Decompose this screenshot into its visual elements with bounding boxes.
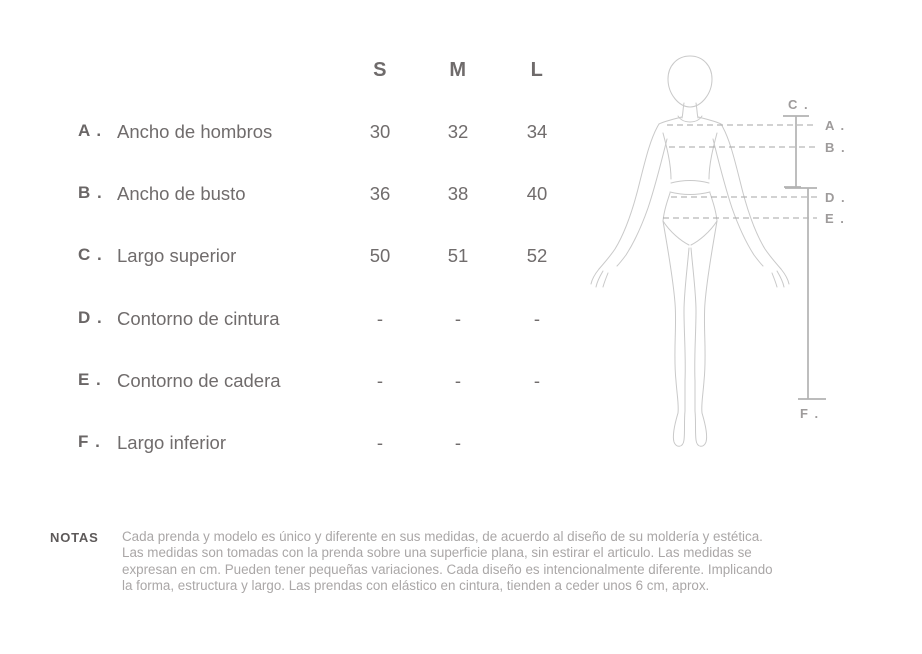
row-value-l: 40 (526, 183, 548, 204)
row-letter: B . (78, 183, 103, 202)
row-measure-name: Largo inferior (117, 432, 227, 453)
size-header-s: S (373, 59, 387, 81)
measurement-dashed-lines (663, 124, 817, 219)
table-row: B . Ancho de busto 36 38 40 (0, 183, 600, 209)
row-value-m: 32 (447, 121, 469, 142)
row-measure-name: Ancho de busto (117, 183, 246, 204)
row-value-l: 52 (526, 245, 548, 266)
row-value-l: - (533, 370, 541, 391)
croquis-outline (590, 55, 790, 447)
marker-labels: C . A . B . D . E . F . (788, 97, 846, 421)
marker-c: C . (788, 97, 809, 112)
row-value-m: 38 (447, 183, 469, 204)
row-value-l: - (533, 308, 541, 329)
notes-line: la forma, estructura y largo. Las prenda… (122, 578, 710, 594)
row-value-m: - (454, 308, 462, 329)
row-letter: E . (78, 370, 102, 389)
row-value-m: 51 (447, 245, 469, 266)
row-measure-name: Contorno de cadera (117, 370, 281, 391)
marker-f: F . (800, 406, 820, 421)
table-row: C . Largo superior 50 51 52 (0, 245, 600, 271)
row-value-s: - (376, 308, 384, 329)
table-row: E . Contorno de cadera - - - (0, 370, 600, 396)
marker-b: B . (825, 140, 846, 155)
row-letter: C . (78, 245, 103, 264)
row-letter: A . (78, 121, 103, 140)
notes-line: Cada prenda y modelo es único y diferent… (122, 529, 763, 544)
row-value-m: - (454, 370, 462, 391)
body-measurement-diagram: C . A . B . D . E . F . (590, 55, 846, 447)
marker-a: A . (825, 118, 846, 133)
row-value-l: 34 (526, 121, 548, 142)
row-value-s: 36 (369, 183, 391, 204)
row-measure-name: Largo superior (117, 245, 237, 266)
marker-e: E . (825, 211, 845, 226)
table-row: A . Ancho de hombros 30 32 34 (0, 121, 600, 147)
row-letter: F . (78, 432, 101, 451)
size-header-row: S M L (0, 59, 600, 83)
marker-d: D . (825, 190, 846, 205)
row-measure-name: Ancho de hombros (117, 121, 273, 142)
row-value-s: 30 (369, 121, 391, 142)
notes-heading: NOTAS (50, 530, 99, 545)
row-measure-name: Contorno de cintura (117, 308, 280, 329)
row-value-s: - (376, 370, 384, 391)
notes-text: Cada prenda y modelo es único y diferent… (122, 529, 882, 595)
notes-line: expresan en cm. Pueden tener pequeñas va… (122, 561, 773, 577)
size-header-m: M (449, 59, 467, 81)
row-value-s: - (376, 432, 384, 453)
length-rulers (783, 115, 826, 400)
row-value-m: - (454, 432, 462, 453)
row-letter: D . (78, 308, 103, 327)
notes-line: Las medidas son tomadas con la prenda so… (122, 545, 752, 561)
size-header-l: L (530, 59, 544, 81)
row-value-s: 50 (369, 245, 391, 266)
table-row: D . Contorno de cintura - - - (0, 308, 600, 334)
table-row: F . Largo inferior - - (0, 432, 600, 458)
